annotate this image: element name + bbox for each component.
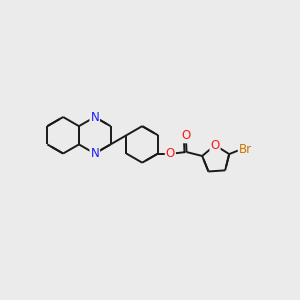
Text: O: O	[166, 147, 175, 160]
Text: N: N	[90, 147, 99, 160]
Text: Br: Br	[239, 142, 252, 156]
Text: O: O	[181, 129, 190, 142]
Text: O: O	[210, 139, 220, 152]
Text: N: N	[90, 110, 99, 124]
